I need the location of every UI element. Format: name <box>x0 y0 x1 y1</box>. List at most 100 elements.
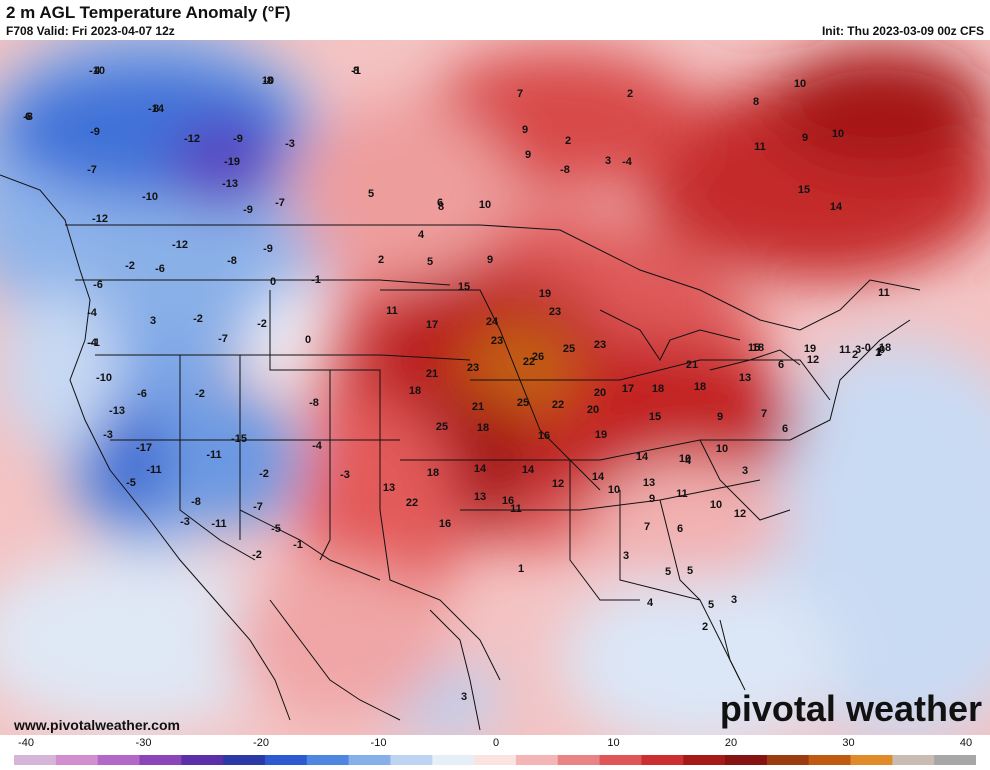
map-value-label: 25 <box>563 343 575 355</box>
map-value-label: 4 <box>418 229 425 241</box>
map-value-label: 10 <box>832 128 844 140</box>
map-value-label: 8 <box>438 201 444 213</box>
map-value-label: 1 <box>875 347 881 359</box>
map-value-label: 20 <box>587 404 599 416</box>
map-value-label: -1 <box>90 337 100 349</box>
colorbar-tick-label: 40 <box>959 737 973 749</box>
map-value-label: 19 <box>804 343 816 355</box>
map-value-label: 16 <box>439 518 451 530</box>
map-value-label: -14 <box>148 103 165 115</box>
map-value-label: -0 <box>861 342 871 354</box>
map-value-label: -4 <box>87 307 98 319</box>
map-value-label: -4 <box>87 337 98 349</box>
map-value-label: 11 <box>878 287 890 299</box>
map-value-label: 2 <box>852 349 858 361</box>
map-value-label: -8 <box>23 111 33 123</box>
map-value-label: 15 <box>748 342 760 354</box>
map-value-label: -13 <box>109 405 125 417</box>
colorbar-swatch <box>808 755 852 765</box>
map-value-label: 23 <box>491 335 503 347</box>
colorbar-tick-label: -20 <box>253 737 269 749</box>
map-value-label: 8 <box>753 96 759 108</box>
map-value-label: -5 <box>126 477 136 489</box>
map-value-label: 12 <box>807 354 819 366</box>
map-value-label: -9 <box>263 243 273 255</box>
colorbar-swatch <box>641 755 684 765</box>
map-value-label: -2 <box>252 549 262 561</box>
anomaly-shading <box>0 40 990 735</box>
map-value-label: -11 <box>211 518 226 530</box>
colorbar <box>14 752 977 765</box>
colorbar-swatch <box>390 755 433 765</box>
map-value-label: 3 <box>461 691 467 703</box>
map-value-label: 5 <box>687 565 693 577</box>
colorbar-swatch <box>264 755 308 765</box>
map-value-label: 13 <box>474 491 486 503</box>
map-value-label: -6 <box>93 279 103 291</box>
anomaly-map[interactable]: -10 -8 -1 -8 -14 -9 -12 -9 -3 -7 -19 -13 -10 -9 -7 -12-… <box>0 40 990 735</box>
map-value-label: 3 <box>150 315 156 327</box>
colorbar-swatch <box>474 755 517 765</box>
map-value-label: 21 <box>426 368 438 380</box>
map-value-label: 9 <box>717 411 723 423</box>
map-value-label: 22 <box>552 399 564 411</box>
map-value-label: 6 <box>778 359 784 371</box>
map-value-labels: -10-8-1-8-14-9-12 -9 -3-7-19-13-10-9-7-12-… <box>23 65 891 703</box>
map-value-label: -11 <box>146 464 161 476</box>
map-value-label: -8 <box>191 496 201 508</box>
map-value-label: 6 <box>782 423 788 435</box>
map-value-label: 16 <box>502 495 514 507</box>
map-value-label: 0 <box>305 334 311 346</box>
map-value-label: 12 <box>552 478 564 490</box>
map-value-label: 9 <box>487 254 493 266</box>
map-value-label: 14 <box>474 463 487 475</box>
map-value-label: 14 <box>830 201 843 213</box>
map-value-label: 11 <box>386 305 398 317</box>
map-value-label: 20 <box>594 387 606 399</box>
map-value-label: -9 <box>233 133 243 145</box>
map-value-label: 14 <box>522 464 535 476</box>
map-value-label: 6 <box>437 197 443 209</box>
map-value-label: 15 <box>649 411 661 423</box>
colorbar-swatch <box>97 755 140 765</box>
map-value-label: -7 <box>218 333 228 345</box>
map-value-label: -12 <box>172 239 188 251</box>
map-value-label: 13 <box>739 372 751 384</box>
map-value-label: 18 <box>427 467 439 479</box>
colorbar-swatch <box>55 755 99 765</box>
map-value-label: -9 <box>243 204 253 216</box>
colorbar-swatch <box>683 755 726 765</box>
map-value-label: 9 <box>525 149 531 161</box>
map-value-label: 18 <box>409 385 421 397</box>
map-value-label: 24 <box>486 316 499 328</box>
map-value-label: -3 <box>285 138 295 150</box>
map-value-label: -8 <box>227 255 237 267</box>
colorbar-swatch <box>223 755 266 765</box>
colorbar-swatch <box>139 755 182 765</box>
map-value-label: 17 <box>622 383 634 395</box>
map-header: 2 m AGL Temperature Anomaly (°F) F708 Va… <box>0 0 990 40</box>
map-value-label: 2 <box>565 135 571 147</box>
colorbar-tick-label: 20 <box>724 737 738 749</box>
map-value-label: 5 <box>368 188 374 200</box>
map-value-label: 2 <box>702 621 708 633</box>
init-time: Init: Thu 2023-03-09 00z CFS <box>821 24 984 38</box>
map-value-label: -13 <box>222 178 238 190</box>
map-value-label: 15 <box>798 184 810 196</box>
website-link[interactable]: www.pivotalweather.com <box>14 717 180 733</box>
map-value-label: 0 <box>270 276 276 288</box>
colorbar-tick-label: -30 <box>135 737 152 749</box>
map-value-label: 3 <box>742 465 748 477</box>
map-value-label: -17 <box>136 442 152 454</box>
map-value-label: -7 <box>87 164 97 176</box>
map-value-label: -5 <box>271 523 281 535</box>
map-value-label: -2 <box>125 260 135 272</box>
brand-logo: pivotal weather <box>719 688 982 729</box>
colorbar-tick-label: 30 <box>842 737 855 749</box>
map-value-label: -1 <box>293 539 303 551</box>
map-value-label: 21 <box>472 401 484 413</box>
map-value-label: 18 <box>694 381 706 393</box>
map-value-label: 8 <box>153 103 159 115</box>
map-value-label: 10 <box>710 499 722 511</box>
map-value-label: -4 <box>622 156 633 168</box>
